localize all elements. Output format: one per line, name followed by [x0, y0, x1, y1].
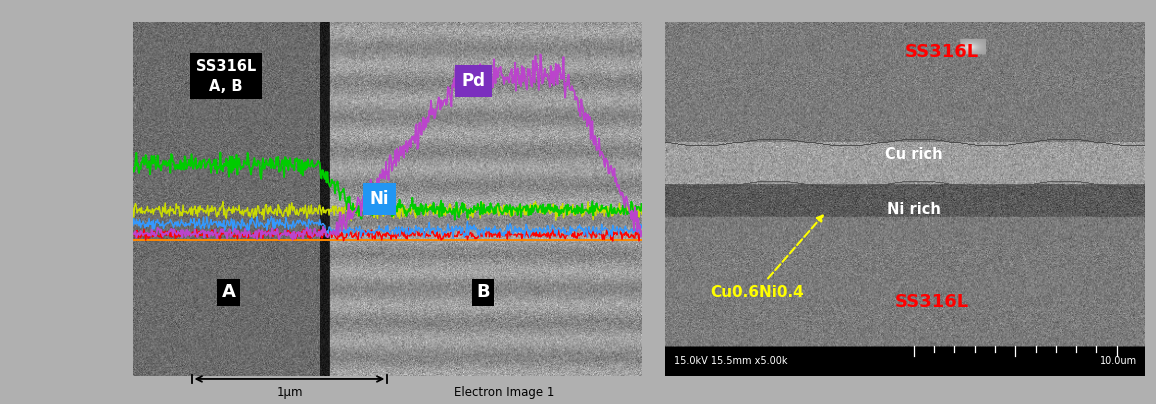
Text: Cu rich: Cu rich: [885, 147, 942, 162]
Text: 1μm: 1μm: [276, 386, 303, 399]
Text: B: B: [476, 283, 490, 301]
Text: 15.0kV 15.5mm x5.00k: 15.0kV 15.5mm x5.00k: [674, 356, 787, 366]
Text: Pd: Pd: [461, 72, 486, 90]
Text: Ni: Ni: [370, 190, 390, 208]
Text: SS316L: SS316L: [895, 293, 970, 311]
Text: 10.0um: 10.0um: [1101, 356, 1138, 366]
Text: SS316L: SS316L: [904, 43, 978, 61]
Text: Ni rich: Ni rich: [887, 202, 941, 217]
Text: Cu0.6Ni0.4: Cu0.6Ni0.4: [710, 285, 803, 300]
Text: A: A: [222, 283, 236, 301]
Text: Electron Image 1: Electron Image 1: [454, 386, 555, 399]
Text: SS316L
A, B: SS316L A, B: [195, 59, 255, 94]
